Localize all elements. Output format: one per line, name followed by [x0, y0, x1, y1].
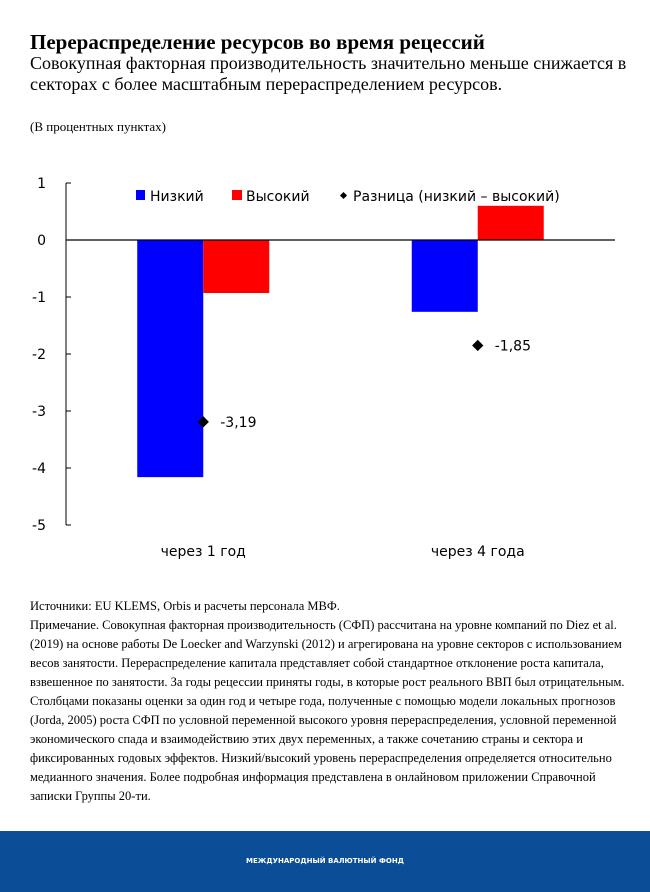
chart-notes: Источники: EU KLEMS, Orbis и расчеты пер… — [30, 597, 630, 806]
y-tick-label: -5 — [32, 518, 46, 534]
y-tick-label: -3 — [32, 404, 46, 420]
chart-title: Перераспределение ресурсов во время реце… — [30, 30, 485, 54]
bar-low — [411, 240, 478, 312]
chart-units: (В процентных пунктах) — [30, 119, 167, 134]
difference-marker — [197, 416, 209, 428]
y-tick-label: 1 — [37, 176, 46, 192]
difference-label: -3,19 — [220, 415, 256, 431]
y-tick-label: -1 — [32, 290, 46, 306]
y-tick-label: -4 — [32, 461, 46, 477]
bar-chart: 1 0 -1 -2 -3 -4 -5 -3,19 через 1 год -1,85 через 4… — [32, 176, 615, 560]
legend-swatch-low — [136, 190, 145, 200]
y-tick-label: 0 — [37, 233, 46, 249]
note-text: Примечание. Совокупная факторная произво… — [30, 618, 625, 803]
difference-marker — [472, 339, 484, 352]
legend-label-diff: Разница (низкий – высокий) — [353, 189, 560, 205]
bar-high — [203, 240, 270, 294]
legend-marker-diff — [339, 191, 348, 200]
bar-low — [137, 240, 204, 478]
bar-high — [477, 205, 544, 240]
category-label: через 1 год — [161, 544, 246, 560]
sources-text: Источники: EU KLEMS, Orbis и расчеты пер… — [30, 599, 340, 613]
category-label: через 4 года — [431, 544, 525, 560]
footer-imf-brand: МЕЖДУНАРОДНЫЙ ВАЛЮТНЫЙ ФОНД — [0, 831, 650, 892]
legend-swatch-high — [232, 190, 242, 200]
chart-subtitle: Совокупная факторная производительность … — [30, 53, 627, 94]
y-tick-label: -2 — [32, 347, 46, 363]
difference-label: -1,85 — [495, 338, 531, 354]
legend-label-high: Высокий — [246, 189, 310, 205]
legend-label-low: Низкий — [150, 189, 204, 205]
